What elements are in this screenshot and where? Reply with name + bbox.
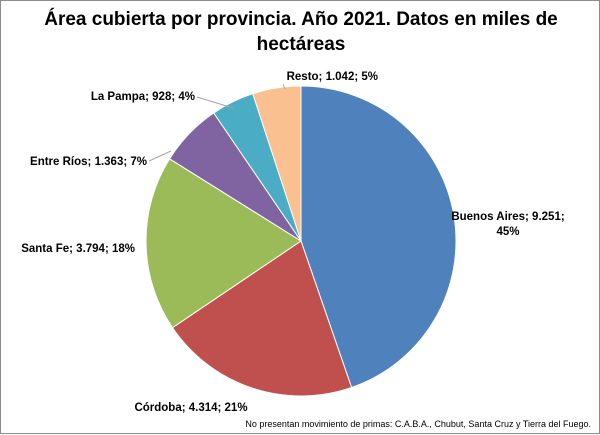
footnote: No presentan movimiento de primas: C.A.B… bbox=[245, 419, 591, 429]
data-label-buenos-aires-line-2: 45% bbox=[496, 226, 519, 238]
chart-title: Área cubierta por provincia. Año 2021. D… bbox=[44, 9, 558, 55]
data-label-santa-fe: Santa Fe; 3.794; 18% bbox=[21, 243, 135, 255]
leader-line-la-pampa bbox=[196, 96, 234, 109]
data-label-la-pampa: La Pampa; 928; 4% bbox=[91, 91, 195, 103]
data-label-córdoba: Córdoba; 4.314; 21% bbox=[134, 402, 247, 414]
leader-line-entre-ríos bbox=[148, 150, 172, 162]
pie-slice-córdoba bbox=[171, 240, 353, 397]
leader-line-resto bbox=[282, 83, 286, 90]
data-label-resto: Resto; 1.042; 5% bbox=[287, 71, 378, 83]
pie-slice-santa-fe bbox=[145, 158, 302, 329]
pie-slice-buenos-aires bbox=[300, 85, 457, 389]
data-label-buenos-aires-line-1: Buenos Aires; 9.251; bbox=[451, 211, 564, 223]
data-label-entre-ríos: Entre Ríos; 1.363; 7% bbox=[30, 156, 147, 168]
pie-slice-resto bbox=[252, 85, 302, 242]
